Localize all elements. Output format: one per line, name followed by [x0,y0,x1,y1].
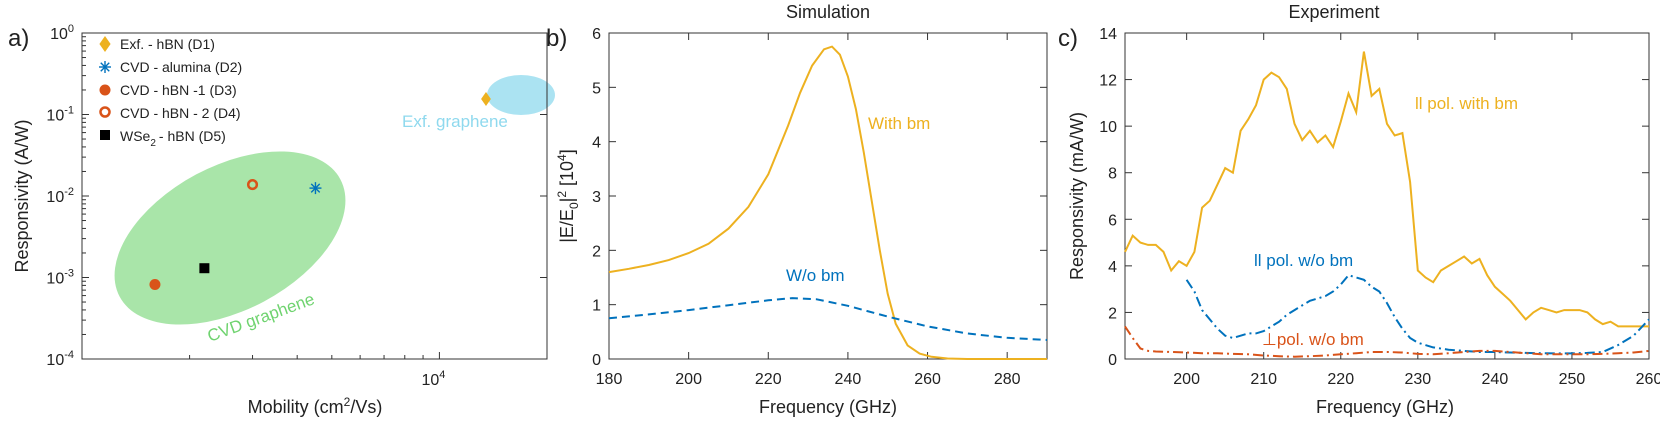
data-point-d3 [149,279,161,291]
y-tick-label-c: 12 [1099,73,1117,90]
y-tick-label-a: 100 [50,23,74,43]
legend-label-d4: CVD - hBN - 2 (D4) [120,105,241,121]
legend-label-d2: CVD - alumina (D2) [120,59,242,75]
x-tick-label-b: 220 [755,371,782,388]
y-tick-label-b: 3 [592,189,601,206]
exf-graphene-region [487,75,555,115]
y-tick-label-b: 0 [592,352,601,369]
y-tick-label-b: 5 [592,80,601,97]
diamond-marker-icon [99,36,111,52]
x-tick-label-c: 210 [1250,371,1277,388]
square-marker-icon [100,130,110,140]
data-point-d2 [309,182,322,195]
series-label-par-with-bm: ll pol. with bm [1415,94,1518,113]
legend-a: Exf. - hBN (D1) CVD - alumina (D2) CVD -… [99,36,242,149]
y-tick-label-c: 4 [1108,259,1117,276]
legend-item-d1: Exf. - hBN (D1) [99,36,215,52]
legend-label-d1: Exf. - hBN (D1) [120,36,215,52]
legend-item-d5: WSe2- hBN (D5) [100,128,226,149]
plot-c-frame [1124,32,1650,360]
cvd-graphene-region [114,151,346,325]
series-line-c-2 [1124,325,1650,358]
plot-b-title: Simulation [786,2,870,22]
y-axis-title-a: Responsivity (A/W) [12,119,32,272]
x-tick-label-b: 280 [994,371,1021,388]
asterisk-stroke [310,183,321,193]
circle-marker-icon [99,84,111,96]
y-tick-label-c: 14 [1099,26,1117,43]
ring-marker-icon [99,106,111,118]
y-tick-label-c: 6 [1108,212,1117,229]
y-tick-label-c: 0 [1108,352,1117,369]
y-tick-label-c: 8 [1108,166,1117,183]
y-tick-label-c: 10 [1099,119,1117,136]
plot-b-frame [608,32,1048,360]
series-label-with-bm: With bm [868,114,930,133]
x-axis-title-c: Frequency (GHz) [1316,397,1454,417]
exf-graphene-label: Exf. graphene [402,112,508,131]
x-tick-label-c: 240 [1482,371,1509,388]
plot-b-lines [608,45,1048,360]
y-tick-label-a: 10-1 [46,105,74,125]
x-tick-label-b: 200 [675,371,702,388]
x-axis-title-b: Frequency (GHz) [759,397,897,417]
panel-a: a) CVD graphene Exf. graphene 10-410-310… [8,23,555,417]
series-line-b-0 [608,45,1047,360]
y-axis-title-c: Responsivity (mA/W) [1067,112,1087,280]
x-tick-label-b: 180 [596,371,623,388]
y-tick-label-b: 2 [592,243,601,260]
series-label-perp-without-bm: ⊥pol. w/o bm [1262,330,1364,349]
x-tick-label-b: 260 [914,371,941,388]
y-tick-label-b: 1 [592,298,601,315]
y-tick-label-c: 2 [1108,305,1117,322]
y-axis-title-b: |E/E0|2 [104] [555,149,581,243]
plot-c-ticks: 200 210 220 230 240 250 260 0 2 4 6 8 10 12 14 [1099,26,1660,388]
y-tick-label-a: 10-2 [46,186,74,206]
legend-label-d5: WSe2- hBN (D5) [120,128,226,149]
x-tick-label-c: 260 [1636,371,1660,388]
data-point-d4 [246,179,259,191]
x-tick-label-c: 200 [1173,371,1200,388]
x-axis-title-a: Mobility (cm2/Vs) [248,395,383,417]
plot-a-marks [149,91,491,291]
legend-item-d3: CVD - hBN -1 (D3) [99,82,237,98]
series-line-c-1 [1185,274,1650,355]
legend-item-d4: CVD - hBN - 2 (D4) [99,105,241,121]
series-label-par-without-bm: ll pol. w/o bm [1254,251,1353,270]
asterisk-stroke [100,62,110,72]
panel-letter-a: a) [8,25,29,52]
x-tick-label-c: 230 [1404,371,1431,388]
legend-item-d2: CVD - alumina (D2) [99,59,242,75]
plot-c-title: Experiment [1288,2,1379,22]
x-tick-label-b: 240 [835,371,862,388]
y-tick-label-a: 10-4 [46,349,74,369]
asterisk-marker-icon [99,61,111,73]
data-point-d5 [199,263,210,274]
panel-b: b) Simulation 180 200 220 240 260 2800123456 … [546,2,1048,417]
x-tick-label-a: 104 [421,369,445,389]
series-label-without-bm: W/o bm [786,266,845,285]
panel-c: c) Experiment 200 210 220 230 240 250 260 0 2 4 6 8… [1058,2,1660,417]
panel-letter-b: b) [546,25,567,52]
y-tick-label-b: 4 [592,135,601,152]
x-tick-label-c: 220 [1327,371,1354,388]
y-tick-label-a: 10-3 [46,268,74,288]
plot-a-ticks: 10-4 10-3 10-2 10-1 100 104 [46,23,548,389]
plot-c-lines [1124,51,1650,358]
data-point-d1 [481,91,491,106]
panel-letter-c: c) [1058,25,1078,52]
y-tick-label-b: 6 [592,26,601,43]
plot-b-ticks: 180 200 220 240 260 280 0 1 2 3 4 5 6 [592,26,1047,388]
series-line-b-1 [608,297,1048,341]
x-tick-label-c: 250 [1559,371,1586,388]
legend-label-d3: CVD - hBN -1 (D3) [120,82,237,98]
series-line-c-0 [1124,51,1649,328]
